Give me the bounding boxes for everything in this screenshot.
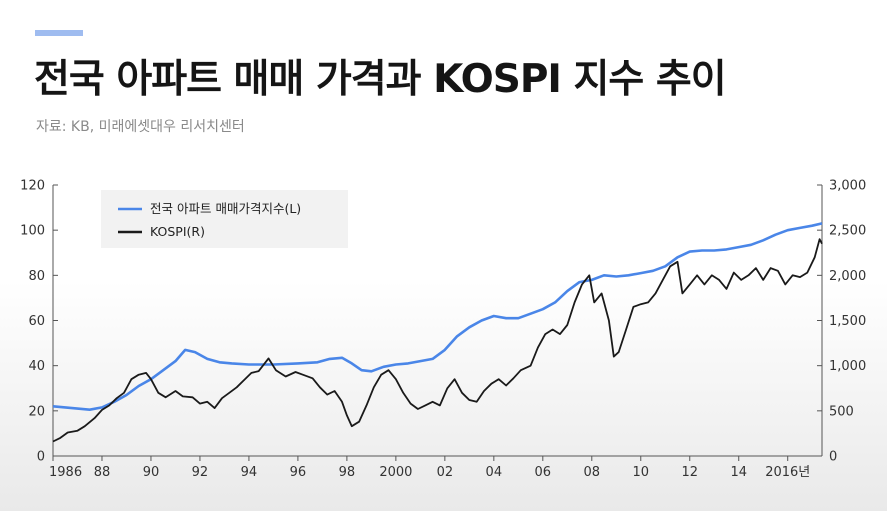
left-y-tick-label: 40 (28, 359, 45, 374)
chart-legend: 전국 아파트 매매가격지수(L) KOSPI(R) (101, 190, 348, 248)
x-tick-label: 96 (290, 465, 307, 480)
left-y-tick-label: 120 (20, 179, 45, 194)
left-y-tick-label: 60 (28, 314, 45, 329)
x-tick-label: 2016년 (765, 465, 810, 480)
x-tick-label: 12 (681, 465, 698, 480)
chart-plot-area (52, 222, 823, 443)
x-tick-label: 02 (437, 465, 454, 480)
chart-axes: 02040608010012005001,0001,5002,0002,5003… (20, 179, 866, 481)
x-tick-label: 90 (143, 465, 160, 480)
x-tick-label: 14 (730, 465, 747, 480)
x-tick-label: 1986 (49, 465, 82, 480)
left-y-tick-label: 0 (37, 450, 45, 465)
x-tick-label: 2000 (379, 465, 412, 480)
legend-box (101, 190, 348, 248)
x-tick-label: 08 (584, 465, 601, 480)
series-line-kospi (52, 238, 823, 443)
x-tick-label: 92 (192, 465, 209, 480)
legend-label-kospi: KOSPI(R) (150, 224, 205, 239)
right-y-tick-label: 1,000 (829, 359, 866, 374)
left-y-tick-label: 80 (28, 269, 45, 284)
x-tick-label: 06 (535, 465, 552, 480)
x-tick-label: 88 (94, 465, 111, 480)
x-tick-label: 98 (339, 465, 356, 480)
right-y-tick-label: 1,500 (829, 314, 866, 329)
source-note: 자료: KB, 미래에셋대우 리서치센터 (36, 119, 245, 135)
right-y-tick-label: 3,000 (829, 179, 866, 194)
x-tick-label: 04 (486, 465, 503, 480)
title-accent-bar (35, 30, 83, 36)
series-line-apartment-index (52, 222, 823, 411)
x-tick-label: 94 (241, 465, 258, 480)
page-title: 전국 아파트 매매 가격과 KOSPI 지수 추이 (34, 57, 727, 102)
x-tick-label: 10 (632, 465, 649, 480)
right-y-tick-label: 2,500 (829, 224, 866, 239)
left-y-tick-label: 100 (20, 224, 45, 239)
right-y-tick-label: 2,000 (829, 269, 866, 284)
legend-label-apartment: 전국 아파트 매매가격지수(L) (150, 201, 301, 216)
right-y-tick-label: 500 (829, 404, 854, 419)
right-y-tick-label: 0 (829, 450, 837, 465)
left-y-tick-label: 20 (28, 404, 45, 419)
